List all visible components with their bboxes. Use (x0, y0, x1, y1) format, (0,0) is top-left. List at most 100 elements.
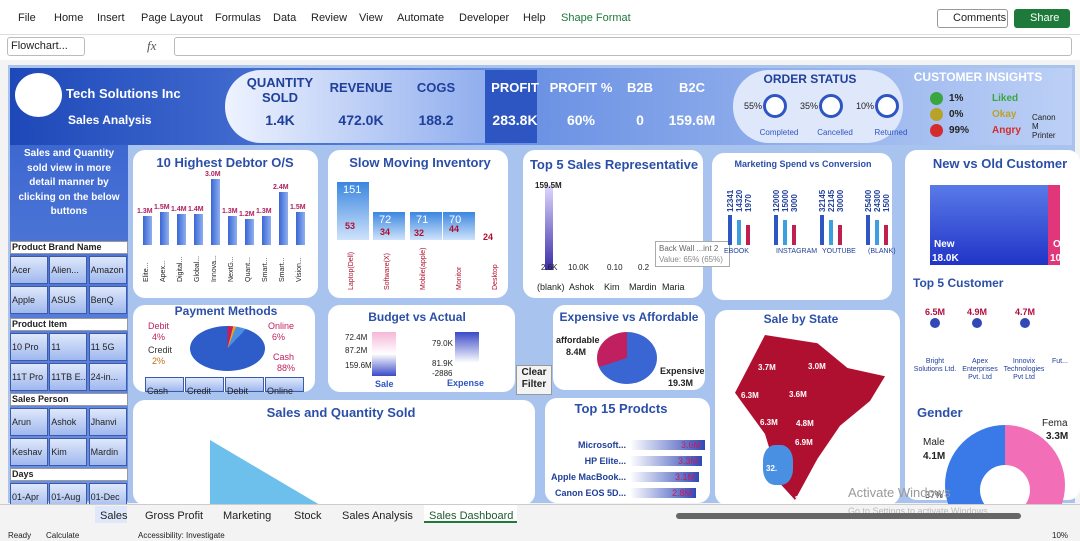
state-label: 3.0M (808, 362, 826, 371)
marketing-bar (774, 215, 778, 245)
debtor-bar (262, 216, 271, 245)
sheet-tab[interactable]: Gross Profit (145, 510, 204, 522)
slicer-item[interactable]: Jhanvi (90, 417, 117, 427)
rep-label: 2.6K (541, 263, 558, 272)
share-label[interactable]: Share (1030, 12, 1060, 24)
sheet-tab[interactable]: Marketing (223, 510, 272, 522)
payment-button-label[interactable]: Cash (147, 386, 169, 396)
status-ready: Ready (8, 531, 32, 540)
sheet-tab[interactable]: Stock (294, 510, 322, 522)
slicer-header (10, 241, 128, 254)
name-box-text[interactable]: Flowchart... (11, 40, 68, 52)
top5-dot (1020, 318, 1030, 328)
slicer-item[interactable]: 10 Pro (12, 342, 39, 352)
slicer-item[interactable]: Apple (12, 295, 36, 305)
slicer-button (10, 256, 48, 284)
kpi-value: 60% (566, 112, 596, 128)
panel-title: Sale by State (763, 312, 839, 326)
slicer-item[interactable]: 11T Pro (12, 372, 44, 382)
slicer-item[interactable]: Amazon (90, 265, 124, 275)
top5-title: Top 5 Customer (913, 276, 1004, 290)
insight-pct: 1% (949, 93, 964, 104)
debtor-category: Apex... (160, 260, 167, 282)
top-reps-panel (523, 150, 703, 298)
menu-tab[interactable]: Help (523, 12, 546, 24)
debtor-label: 1.5M (154, 204, 170, 211)
subtitle: Sales Analysis (68, 113, 152, 127)
slicer-item[interactable]: 11TB E... (51, 372, 87, 382)
slicer-item[interactable]: BenQ (90, 295, 114, 305)
inventory-bar-label: 72 (379, 214, 392, 226)
kpi-label: COGS (416, 80, 456, 95)
slicer-item[interactable]: Alien... (51, 265, 79, 275)
debtor-category: Global... (194, 255, 201, 282)
slicer-item[interactable]: Ashok (51, 417, 77, 427)
status-accessibility[interactable]: Accessibility: Investigate (138, 531, 225, 540)
slicer-item[interactable]: 11 (51, 342, 61, 352)
slicer-item[interactable]: Mardin (90, 447, 119, 457)
comments-label[interactable]: Comments (953, 12, 1007, 24)
menu-tab[interactable]: Shape Format (561, 12, 631, 24)
slicer-item[interactable]: Arun (12, 417, 32, 427)
debtor-bar (279, 192, 288, 245)
old-bar (1048, 185, 1060, 265)
top5-value: 6.5M (924, 307, 945, 317)
payment-slice-value: 2% (152, 356, 166, 366)
menu-tab[interactable]: Home (54, 12, 84, 24)
menu-tab[interactable]: View (359, 12, 383, 24)
sheet-tab[interactable]: Sales (100, 510, 128, 522)
name-box (7, 37, 85, 56)
product-bar (630, 456, 702, 466)
status-calculate[interactable]: Calculate (46, 531, 80, 540)
menu-tab[interactable]: Review (311, 12, 348, 24)
payment-slice-label: Credit (148, 345, 173, 355)
slicer-button (10, 408, 48, 436)
kpi-value: 1.4K (265, 112, 295, 128)
clear-filter-button (516, 365, 552, 395)
menu-tab[interactable]: Developer (459, 12, 510, 24)
payment-slice-label: Cash (273, 352, 295, 362)
status-pct: 35% (800, 101, 819, 111)
payment-slice-value: 88% (277, 363, 296, 373)
status-ring (875, 94, 899, 118)
slicer-item[interactable]: ASUS (51, 295, 76, 305)
inventory-line-label: 44 (449, 224, 460, 234)
payment-button-label[interactable]: Credit (187, 386, 212, 396)
clear-filter-label[interactable]: Clear Filter (521, 367, 547, 390)
slicer-item[interactable]: Kim (51, 447, 67, 457)
state-highlight (763, 445, 793, 485)
marketing-label: 32145 (818, 189, 827, 212)
slicer-item[interactable]: 11 5G (90, 342, 115, 352)
menu-tab[interactable]: Formulas (215, 12, 261, 24)
kpi-label: PROFIT (491, 80, 539, 95)
menu-tab[interactable]: File (18, 12, 36, 24)
sale-label: 72.4M (345, 333, 368, 342)
marketing-label: 22145 (827, 189, 836, 212)
sheet-tab[interactable]: Sales Dashboard (429, 510, 514, 522)
slicer-button (10, 333, 48, 361)
menu-tab[interactable]: Page Layout (141, 12, 203, 24)
menu-tab[interactable]: Insert (97, 12, 125, 24)
slicer-item[interactable]: 01-Apr (12, 492, 40, 502)
slicer-item[interactable]: Keshav (12, 447, 43, 457)
expense-label: 79.0K (432, 339, 453, 348)
payment-button (145, 377, 184, 392)
slicer-item[interactable]: 24-in... (90, 372, 119, 382)
order-status-title: ORDER STATUS (763, 72, 857, 86)
slicer-item[interactable]: 01-Dec (90, 492, 120, 502)
payment-button-label[interactable]: Online (267, 386, 294, 396)
marketing-label: 14320 (735, 189, 744, 212)
menu-tab[interactable]: Automate (397, 12, 445, 24)
menu-tab[interactable]: Data (273, 12, 297, 24)
sheet-tab[interactable]: Sales Analysis (342, 510, 413, 522)
debtor-category: Digital... (177, 256, 184, 282)
slicer-item[interactable]: Acer (12, 265, 31, 275)
top5-name: Innovix Technologies Pvt Ltd (1003, 358, 1045, 382)
status-ring (819, 94, 843, 118)
marketing-label: 3000 (790, 194, 799, 212)
payment-button-label[interactable]: Debit (227, 386, 249, 396)
state-label: 32. (766, 464, 778, 473)
slicer-item[interactable]: 01-Aug (51, 492, 81, 502)
inventory-category: Laptop(Dell) (348, 251, 355, 290)
expensive-pie (597, 332, 657, 384)
